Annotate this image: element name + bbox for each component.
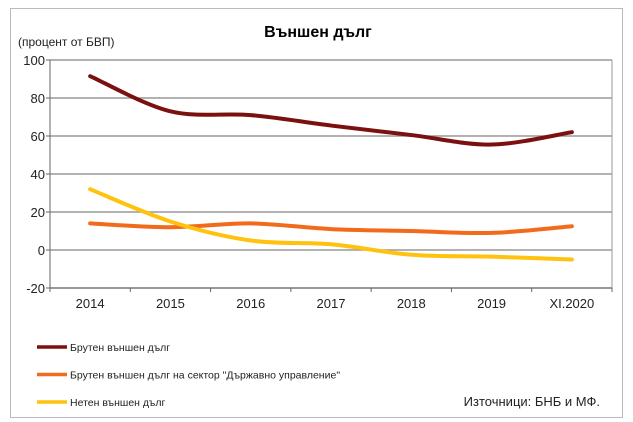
legend-label: Нетен външен дълг [70,397,165,409]
chart-border [10,8,623,418]
legend-label: Брутен външен дълг на сектор "Държавно у… [70,370,340,382]
x-tick-label: 2019 [477,296,506,311]
x-tick-label: 2018 [397,296,426,311]
y-tick-label: -20 [26,281,45,296]
x-tick-label: XI.2020 [549,296,594,311]
y-tick-label: 0 [38,243,45,258]
y-tick-label: 20 [31,205,45,220]
y-axis-label: (процент от БВП) [18,35,114,49]
y-tick-label: 100 [23,53,45,68]
chart-title: Външен дълг [264,24,372,41]
y-tick-label: 80 [31,91,45,106]
x-tick-label: 2016 [236,296,265,311]
y-tick-label: 60 [31,129,45,144]
x-tick-label: 2014 [76,296,105,311]
x-tick-label: 2017 [317,296,346,311]
legend-label: Брутен външен дълг [70,342,170,354]
source-note: Източници: БНБ и МФ. [464,394,600,409]
y-tick-label: 40 [31,167,45,182]
x-tick-label: 2015 [156,296,185,311]
